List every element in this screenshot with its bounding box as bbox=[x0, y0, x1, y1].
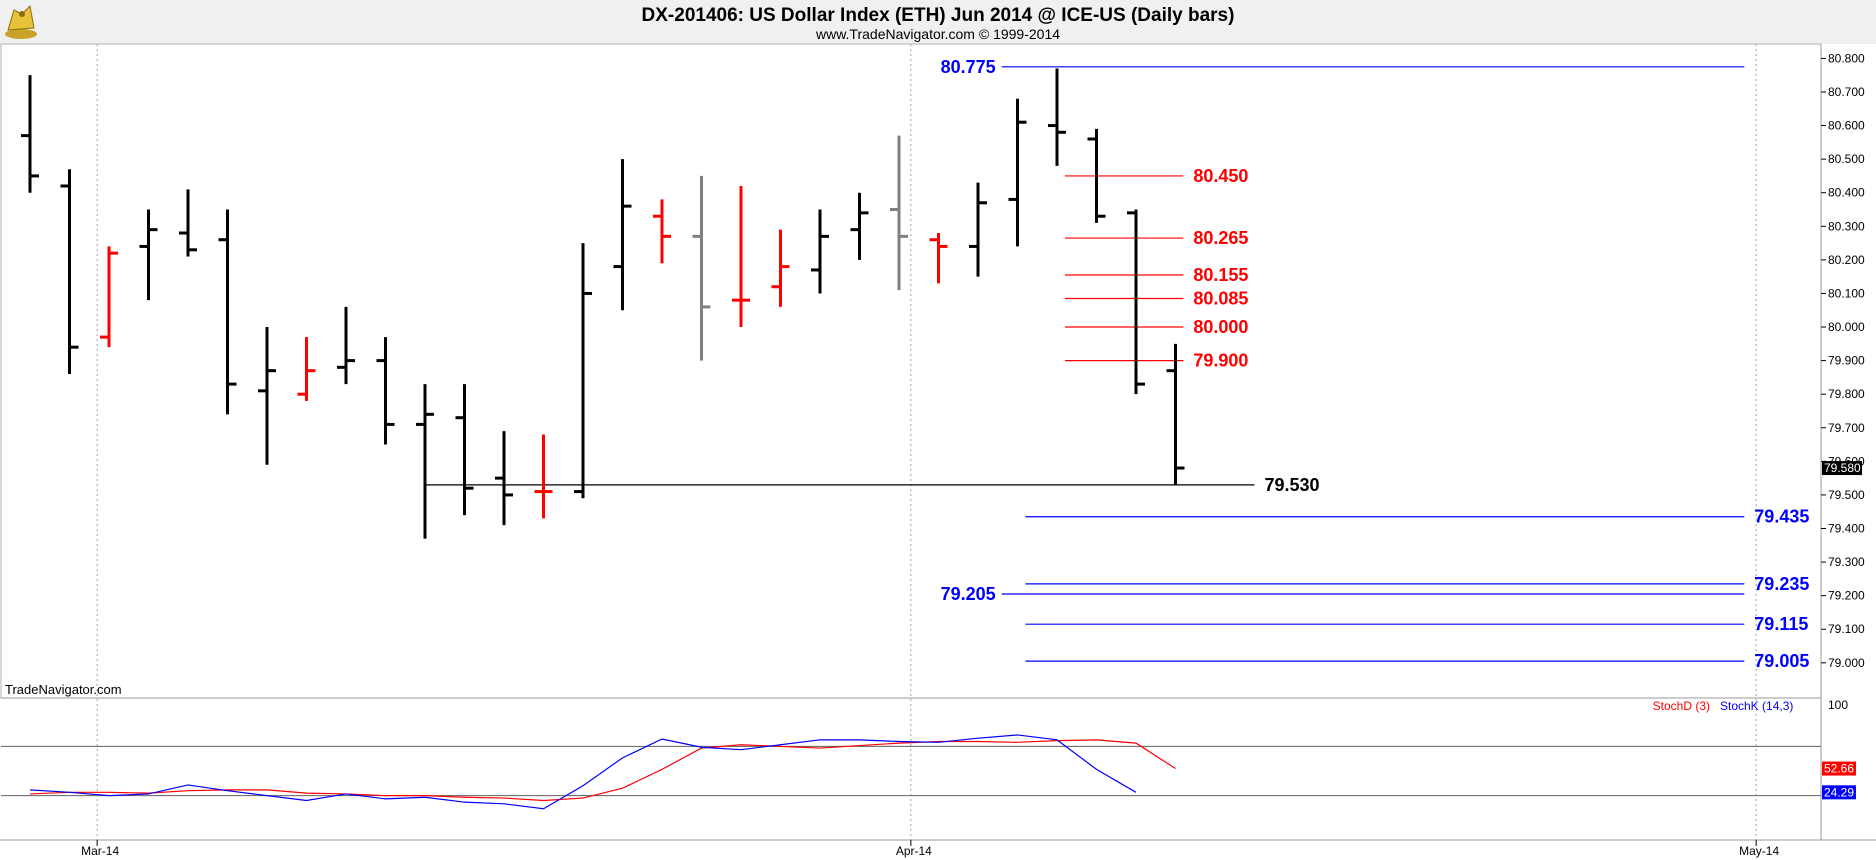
chart-subtitle: www.TradeNavigator.com © 1999-2014 bbox=[815, 26, 1060, 42]
level-label-projection: 80.775 bbox=[941, 57, 996, 77]
ohlc-bar bbox=[1048, 68, 1066, 166]
ohlc-bar bbox=[218, 209, 237, 415]
ohlc-bars bbox=[21, 68, 1185, 539]
ohlc-bar bbox=[771, 229, 790, 307]
ohlc-bar bbox=[613, 159, 632, 311]
level-label-resistance: 80.265 bbox=[1193, 228, 1248, 248]
chart-title: DX-201406: US Dollar Index (ETH) Jun 201… bbox=[642, 5, 1235, 26]
ohlc-bar bbox=[100, 246, 118, 348]
y-tick-label: 80.700 bbox=[1828, 85, 1865, 99]
stoch-value-label: 52.66 bbox=[1824, 762, 1854, 776]
stochastic-panel: 100 52.66 24.29 StochD (3) StochK (14,3) bbox=[1, 698, 1856, 810]
y-tick-label: 80.200 bbox=[1828, 253, 1865, 267]
price-axis[interactable]: 80.800 80.700 80.600 80.500 80.400 80.300 80.2… bbox=[1821, 51, 1865, 670]
ohlc-bar bbox=[653, 199, 671, 264]
y-tick-label: 79.800 bbox=[1828, 387, 1865, 401]
ohlc-bar bbox=[692, 175, 711, 361]
y-tick-label: 79.500 bbox=[1828, 488, 1865, 502]
price-levels: 80.775 80.450 80.265 80.155 80.085 80.000 79.9… bbox=[425, 57, 1809, 671]
stoch-series-line bbox=[29, 739, 1176, 802]
trade-navigator-logo-icon bbox=[5, 4, 37, 39]
ohlc-bar bbox=[929, 233, 948, 284]
x-tick-label: Mar-14 bbox=[81, 844, 119, 858]
x-tick-label: May-14 bbox=[1739, 844, 1779, 858]
ohlc-bar bbox=[297, 337, 316, 401]
ohlc-bar bbox=[1008, 98, 1027, 247]
level-label-projection: 79.005 bbox=[1754, 651, 1809, 671]
level-label-resistance: 80.000 bbox=[1193, 317, 1248, 337]
watermark: TradeNavigator.com bbox=[5, 682, 122, 697]
ohlc-bar bbox=[495, 431, 513, 526]
y-tick-label: 80.500 bbox=[1828, 152, 1865, 166]
stoch-value-label: 24.29 bbox=[1824, 785, 1854, 799]
level-label-resistance: 80.450 bbox=[1193, 166, 1248, 186]
header-band bbox=[0, 0, 1876, 44]
ohlc-bar bbox=[811, 209, 829, 294]
time-axis[interactable]: Mar-14 Apr-14 May-14 bbox=[81, 840, 1779, 858]
ohlc-bar bbox=[534, 434, 553, 519]
ohlc-bar bbox=[258, 327, 276, 465]
ohlc-bar bbox=[1166, 343, 1185, 485]
stoch-series-line bbox=[29, 734, 1137, 810]
y-tick-label: 80.800 bbox=[1828, 51, 1865, 65]
level-label-support: 79.530 bbox=[1265, 475, 1320, 495]
level-label-resistance: 80.085 bbox=[1193, 288, 1248, 308]
y-tick-label: 79.700 bbox=[1828, 421, 1865, 435]
level-label-projection: 79.435 bbox=[1754, 507, 1809, 527]
stoch-value-box bbox=[1822, 785, 1856, 800]
last-price-marker: 79.580 bbox=[1822, 461, 1862, 476]
ohlc-bar bbox=[732, 185, 750, 328]
last-price-label: 79.580 bbox=[1824, 461, 1861, 475]
ohlc-bar bbox=[337, 306, 355, 385]
ohlc-bar bbox=[455, 384, 474, 516]
legend-stochd: StochD (3) bbox=[1653, 699, 1710, 713]
ohlc-bar bbox=[376, 337, 395, 445]
level-label-projection: 79.115 bbox=[1754, 614, 1808, 634]
ohlc-bar bbox=[574, 243, 592, 499]
vertical-gridlines bbox=[96, 44, 1757, 840]
ohlc-bar bbox=[850, 192, 869, 260]
y-tick-label: 80.100 bbox=[1828, 286, 1865, 300]
y-tick-label: 79.200 bbox=[1828, 589, 1865, 603]
level-label-projection: 79.235 bbox=[1754, 574, 1809, 594]
y-tick-label: 80.300 bbox=[1828, 219, 1865, 233]
ohlc-bar bbox=[1087, 128, 1106, 223]
ohlc-bar bbox=[179, 189, 197, 257]
y-tick-label: 80.000 bbox=[1828, 320, 1865, 334]
y-tick-label: 80.600 bbox=[1828, 119, 1865, 133]
stoch-value-box bbox=[1822, 761, 1856, 776]
ohlc-bar bbox=[890, 135, 908, 291]
ohlc-bar bbox=[139, 209, 158, 301]
x-tick-label: Apr-14 bbox=[896, 844, 932, 858]
ohlc-bar bbox=[1127, 209, 1145, 395]
stoch-top-label: 100 bbox=[1828, 698, 1848, 712]
level-label-resistance: 80.155 bbox=[1193, 265, 1248, 285]
y-tick-label: 79.100 bbox=[1828, 622, 1865, 636]
ohlc-bar bbox=[21, 75, 39, 193]
ohlc-bar bbox=[60, 169, 79, 375]
level-label-resistance: 79.900 bbox=[1193, 351, 1248, 371]
y-tick-label: 79.400 bbox=[1828, 522, 1865, 536]
y-tick-label: 79.900 bbox=[1828, 354, 1865, 368]
ohlc-bar bbox=[416, 384, 434, 539]
last-price-box bbox=[1822, 461, 1862, 476]
y-tick-label: 80.400 bbox=[1828, 186, 1865, 200]
level-label-projection: 79.205 bbox=[941, 584, 996, 604]
legend-stochk: StochK (14,3) bbox=[1720, 699, 1793, 713]
ohlc-bar bbox=[969, 182, 987, 277]
y-tick-label: 79.000 bbox=[1828, 656, 1865, 670]
y-tick-label: 79.300 bbox=[1828, 555, 1865, 569]
